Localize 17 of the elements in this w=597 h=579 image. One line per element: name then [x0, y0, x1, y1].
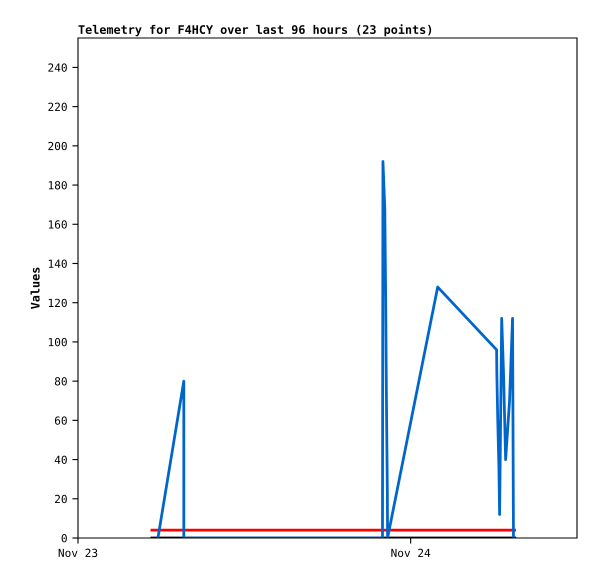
y-tick-label: 100: [48, 338, 67, 346]
y-tick-label: 160: [48, 220, 67, 229]
y-tick-label: 0: [62, 534, 67, 542]
y-tick-label: 180: [48, 181, 67, 190]
y-tick-label: 60: [54, 416, 67, 425]
y-tick-label: 200: [48, 142, 67, 150]
y-tick-label: 220: [48, 102, 67, 112]
x-tick-label: Nov 23: [58, 548, 98, 558]
x-tick-label: Nov 24: [391, 548, 430, 558]
y-axis-title: Values: [30, 268, 40, 309]
y-tick-label: 40: [54, 456, 67, 464]
y-tick-label: 20: [55, 494, 67, 504]
y-tick-label: 240: [48, 63, 67, 72]
y-tick-label: 120: [48, 298, 67, 308]
chart-title: Telemetry for F4HCY over last 96 hours (23 points): [78, 24, 432, 36]
y-tick-label: 140: [48, 259, 67, 268]
y-tick-label: 80: [54, 377, 67, 386]
